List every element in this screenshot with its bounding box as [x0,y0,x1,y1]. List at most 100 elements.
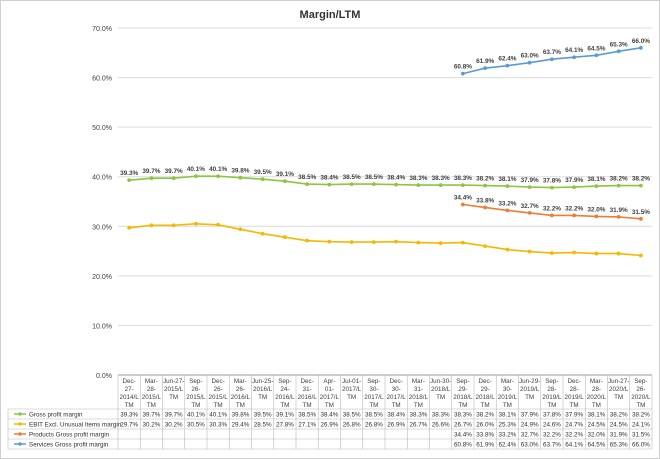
table-cell-gross-profit-margin: 37.8% [543,412,561,419]
x-tick-label: Jun-27-2020/L TM [608,378,629,401]
table-cell-ebit-excl-unusual-items-margin: 26.9% [387,422,405,429]
table-cell-ebit-excl-unusual-items-margin: 26.9% [320,422,338,429]
x-tick-label: Jun-29-2019/L TM [519,378,540,401]
x-tick-label: Jun-27-2015/L TM [163,378,184,401]
data-point-services-gross-profit-margin [460,71,465,76]
table-cell-ebit-excl-unusual-items-margin: 24.9% [521,422,539,429]
table-cell-ebit-excl-unusual-items-margin: 27.8% [276,422,294,429]
data-labels: 39.3% 39.7% 39.7% 40.1% 40.1% 39.8% 39.5% 39.1%… [120,38,650,216]
table-cell-gross-profit-margin: 38.4% [387,412,405,419]
y-tick-label: 40.0% [92,175,112,182]
data-label-services-gross-profit-margin: 61.9% [476,58,494,65]
table-cell-ebit-excl-unusual-items-margin: 24.6% [543,422,561,429]
data-point-gross-profit-margin [193,174,198,179]
data-point-products-gross-profit-margin [549,213,554,218]
data-point-gross-profit-margin [572,185,577,190]
data-point-ebit-excl-unusual-items-margin [260,231,265,236]
table-cell-services-gross-profit-margin: 64.1% [565,442,583,449]
x-tick-label: Sep-28-2019/L TM [542,378,562,409]
legend-label-gross-profit-margin: Gross profit margin [29,412,83,419]
table-cell-ebit-excl-unusual-items-margin: 30.2% [142,422,160,429]
legend-marker-ebit-excl-unusual-items-margin [18,422,22,426]
data-point-gross-profit-margin [638,183,643,188]
x-tick-label: Dec-30-2017/L TM [386,378,406,409]
data-point-services-gross-profit-margin [594,53,599,58]
data-label-gross-profit-margin: 37.8% [543,178,561,185]
data-point-products-gross-profit-margin [527,211,532,215]
data-label-gross-profit-margin: 38.3% [409,175,427,182]
data-label-products-gross-profit-margin: 33.8% [476,197,494,204]
data-label-services-gross-profit-margin: 64.5% [587,45,605,52]
data-point-services-gross-profit-margin [483,66,488,71]
data-point-ebit-excl-unusual-items-margin [216,222,221,227]
data-point-ebit-excl-unusual-items-margin [549,251,554,255]
data-point-gross-profit-margin [216,174,221,179]
data-label-gross-profit-margin: 38.2% [476,176,494,183]
data-label-services-gross-profit-margin: 63.7% [543,49,561,56]
data-point-ebit-excl-unusual-items-margin [616,251,621,256]
data-point-gross-profit-margin [305,182,310,187]
data-point-gross-profit-margin [149,176,154,181]
x-tick-label: Mar-26-2016/L TM [231,378,251,409]
data-point-services-gross-profit-margin [527,60,532,65]
table-cell-ebit-excl-unusual-items-margin: 26.6% [432,422,450,429]
table-cell-ebit-excl-unusual-items-margin: 24.1% [632,422,650,429]
legend-marker-products-gross-profit-margin [18,432,22,436]
data-point-gross-profit-margin [483,183,488,188]
data-point-gross-profit-margin [327,182,332,187]
table-cell-products-gross-profit-margin: 31.9% [610,432,628,439]
data-label-gross-profit-margin: 39.7% [142,168,160,175]
data-label-gross-profit-margin: 38.4% [387,175,405,182]
data-point-ebit-excl-unusual-items-margin [438,241,443,246]
data-label-products-gross-profit-margin: 32.7% [521,203,539,210]
chart-title: Margin/LTM [300,9,361,21]
table-cell-gross-profit-margin: 38.2% [610,412,628,419]
y-tick-label: 20.0% [92,274,112,281]
table-cell-services-gross-profit-margin: 60.8% [454,442,472,449]
data-point-products-gross-profit-margin [483,205,488,210]
table-cell-products-gross-profit-margin: 32.7% [521,432,539,439]
x-tick-label: Dec-29-2018/L TM [475,378,495,409]
data-point-ebit-excl-unusual-items-margin [127,225,132,230]
data-point-ebit-excl-unusual-items-margin [349,240,354,245]
data-label-gross-profit-margin: 37.9% [565,177,583,184]
data-point-gross-profit-margin [505,184,510,189]
x-tick-label: Sep-26-2020/L TM [631,378,651,409]
table-cell-ebit-excl-unusual-items-margin: 24.5% [610,422,628,429]
data-label-gross-profit-margin: 39.1% [276,171,294,178]
table-cell-gross-profit-margin: 39.7% [142,412,160,419]
table-cell-ebit-excl-unusual-items-margin: 25.3% [498,422,516,429]
table-cell-ebit-excl-unusual-items-margin: 24.5% [587,422,605,429]
data-point-gross-profit-margin [282,179,287,184]
series-lines [127,45,643,258]
data-point-products-gross-profit-margin [505,208,510,213]
legend-label-services-gross-profit-margin: Services Gross profit margin [29,442,109,449]
data-point-products-gross-profit-margin [638,216,643,221]
data-point-gross-profit-margin [127,178,132,183]
data-point-ebit-excl-unusual-items-margin [483,244,488,249]
x-tick-label: Dec-31-2016/L TM [297,378,317,409]
table-cell-gross-profit-margin: 38.3% [409,412,427,419]
x-tick-label: Sep-24-2016/L TM [275,378,295,409]
data-point-gross-profit-margin [260,177,265,182]
x-tick-label: Sep-30-2017/L TM [364,378,384,409]
data-point-ebit-excl-unusual-items-margin [327,239,332,244]
data-point-ebit-excl-unusual-items-margin [527,249,532,254]
data-point-ebit-excl-unusual-items-margin [305,238,310,243]
table-cell-gross-profit-margin: 38.4% [320,412,338,419]
data-point-ebit-excl-unusual-items-margin [572,250,577,255]
data-label-gross-profit-margin: 40.1% [209,166,227,173]
x-tick-label: Sep-26-2015/L TM [186,378,206,409]
y-tick-label: 70.0% [92,26,112,33]
y-tick-label: 50.0% [92,125,112,132]
series-line-gross-profit-margin [129,175,641,189]
table-cell-ebit-excl-unusual-items-margin: 29.7% [120,422,138,429]
table-cell-gross-profit-margin: 38.5% [365,412,383,419]
table-cell-gross-profit-margin: 37.9% [565,412,583,419]
table-cell-products-gross-profit-margin: 31.5% [632,432,650,439]
table-cell-gross-profit-margin: 39.7% [165,412,183,419]
data-label-services-gross-profit-margin: 66.0% [632,38,650,45]
legend-label-ebit-excl-unusual-items-margin: EBIT Excl. Unusual Items margin [29,422,122,429]
